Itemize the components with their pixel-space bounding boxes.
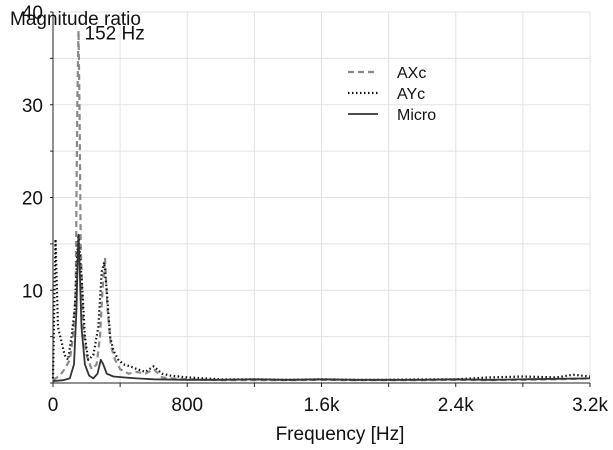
x-axis-label: Frequency [Hz]	[276, 424, 405, 445]
x-tick-label: 3.2k	[572, 395, 608, 416]
legend-label-micro: Micro	[397, 107, 436, 124]
y-tick-label: 30	[22, 96, 43, 117]
legend: AXc AYc Micro	[348, 65, 436, 124]
legend-label-ayc: AYc	[397, 86, 425, 103]
y-tick-label: 10	[22, 281, 43, 302]
grid-lines	[53, 11, 591, 383]
x-tick-label: 800	[171, 395, 203, 416]
y-tick-label: 40	[22, 3, 43, 24]
y-axis-label: Magnitude ratio	[10, 9, 141, 30]
peak-annotation: 152 Hz	[85, 24, 145, 45]
y-tick-label: 20	[22, 189, 43, 210]
series-line-ayc	[51, 233, 591, 381]
series-line-micro	[52, 233, 591, 382]
x-tick-label: 2.4k	[438, 395, 474, 416]
legend-label-axc: AXc	[397, 65, 426, 82]
tick-labels: 0 800 1.6k 2.4k 3.2k 10 20 30 40	[22, 3, 609, 416]
axes	[50, 11, 591, 387]
x-tick-label: 1.6k	[304, 395, 340, 416]
peak-annotation-label: 152 Hz	[85, 24, 145, 45]
x-tick-label: 0	[48, 395, 59, 416]
series-lines	[51, 29, 591, 382]
